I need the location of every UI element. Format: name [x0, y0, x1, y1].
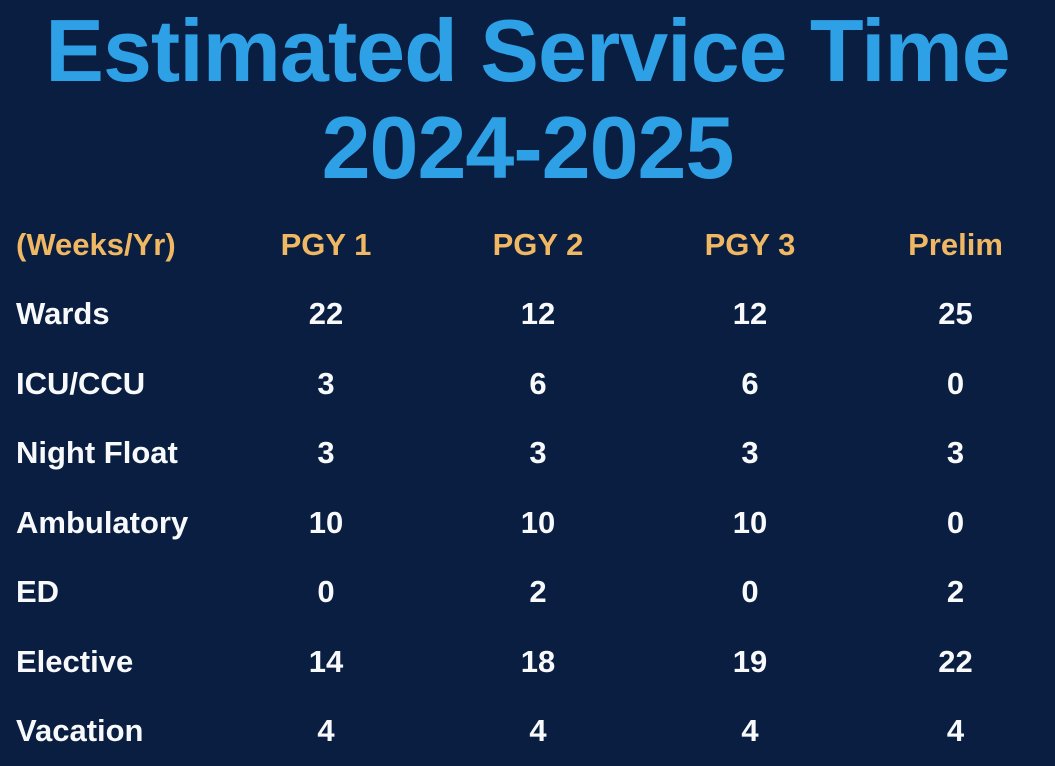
table-row-ed: ED 0 2 0 2 [0, 558, 1055, 628]
cell-value: 6 [741, 365, 759, 401]
cell-value: 18 [520, 643, 556, 679]
row-label: Elective [16, 643, 134, 679]
cell-value: 14 [308, 643, 344, 679]
cell-value: 12 [520, 296, 556, 332]
cell-value: 2 [946, 574, 965, 610]
cell-value: 10 [732, 504, 768, 540]
table-row-ambulatory: Ambulatory 10 10 10 0 [0, 488, 1055, 558]
table-row-elective: Elective 14 18 19 22 [0, 627, 1055, 697]
row-label: Wards [16, 296, 110, 332]
cell-value: 0 [317, 574, 335, 610]
cell-value: 3 [741, 435, 759, 471]
cell-value: 2 [529, 574, 547, 610]
table-row-wards: Wards 22 12 12 25 [0, 280, 1055, 350]
table-row-icu-ccu: ICU/CCU 3 6 6 0 [0, 349, 1055, 419]
table-row-night-float: Night Float 3 3 3 3 [0, 419, 1055, 489]
column-header-pgy3: PGY 3 [704, 226, 796, 262]
cell-value: 19 [732, 643, 768, 679]
table-row-vacation: Vacation 4 4 4 4 [0, 697, 1055, 766]
table-header-row: (Weeks/Yr) PGY 1 PGY 2 PGY 3 Prelim [0, 210, 1055, 280]
cell-value: 3 [529, 435, 547, 471]
row-label: Vacation [16, 713, 144, 749]
cell-value: 4 [741, 713, 759, 749]
title-line-2: 2024-2025 [321, 98, 735, 197]
cell-value: 4 [529, 713, 547, 749]
title-line-1: Estimated Service Time [45, 1, 1010, 100]
row-label: Night Float [16, 435, 178, 471]
column-header-units: (Weeks/Yr) [16, 226, 176, 262]
cell-value: 6 [529, 365, 547, 401]
cell-value: 4 [946, 713, 965, 749]
row-label: ICU/CCU [16, 365, 146, 401]
column-header-prelim: Prelim [908, 226, 1003, 262]
row-label: ED [16, 574, 60, 610]
page-title: Estimated Service Time 2024-2025 [0, 0, 1055, 196]
cell-value: 25 [938, 296, 973, 332]
row-label: Ambulatory [16, 504, 189, 540]
cell-value: 10 [520, 504, 556, 540]
cell-value: 4 [317, 713, 335, 749]
cell-value: 0 [946, 365, 965, 401]
cell-value: 3 [317, 365, 335, 401]
column-header-pgy2: PGY 2 [492, 226, 584, 262]
cell-value: 0 [946, 504, 965, 540]
cell-value: 3 [317, 435, 335, 471]
cell-value: 10 [308, 504, 344, 540]
cell-value: 0 [741, 574, 759, 610]
column-header-pgy1: PGY 1 [280, 226, 372, 262]
service-time-table: (Weeks/Yr) PGY 1 PGY 2 PGY 3 Prelim Ward… [0, 210, 1055, 766]
cell-value: 3 [946, 435, 965, 471]
cell-value: 22 [308, 296, 344, 332]
cell-value: 12 [732, 296, 768, 332]
cell-value: 22 [938, 643, 973, 679]
